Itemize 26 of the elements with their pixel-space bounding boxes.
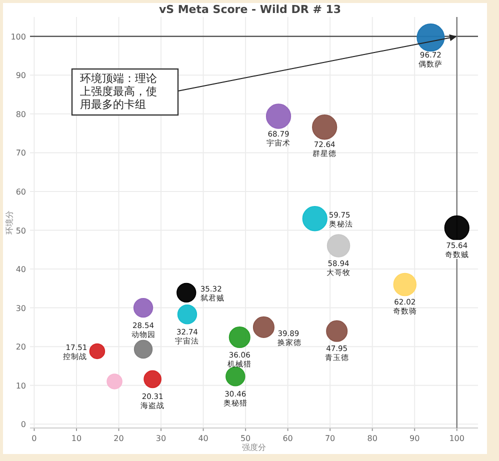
y-tick-label: 40 [16,265,26,274]
y-axis-title: 环境分 [5,210,14,234]
x-axis-title: 强度分 [242,443,266,452]
y-tick-label: 50 [16,226,26,236]
chart-title: vS Meta Score - Wild DR # 13 [158,3,342,16]
x-tick-label: 60 [282,434,293,443]
x-tick-label: 20 [114,434,124,443]
y-tick-label: 80 [16,110,26,119]
y-tick-label: 60 [16,187,26,196]
x-tick-label: 0 [32,434,37,443]
y-tick-label: 100 [10,32,26,42]
x-tick-label: 70 [324,434,336,443]
x-tick-label: 40 [198,434,208,443]
x-tick-label: 30 [156,434,166,443]
x-tick-label: 90 [410,434,420,443]
y-tick-label: 90 [16,71,26,80]
y-tick-label: 10 [16,381,26,390]
x-tick-label: 100 [449,434,465,443]
annotation: 环境顶端：理论上强度最高，使用最多的卡组 [80,72,157,111]
y-tick-label: 70 [16,148,26,158]
x-tick-label: 10 [71,434,82,443]
x-tick-label: 50 [240,434,251,443]
x-tick-label: 80 [367,434,378,443]
y-tick-label: 0 [20,420,26,430]
y-tick-label: 20 [16,342,26,352]
y-tick-label: 30 [16,304,26,313]
